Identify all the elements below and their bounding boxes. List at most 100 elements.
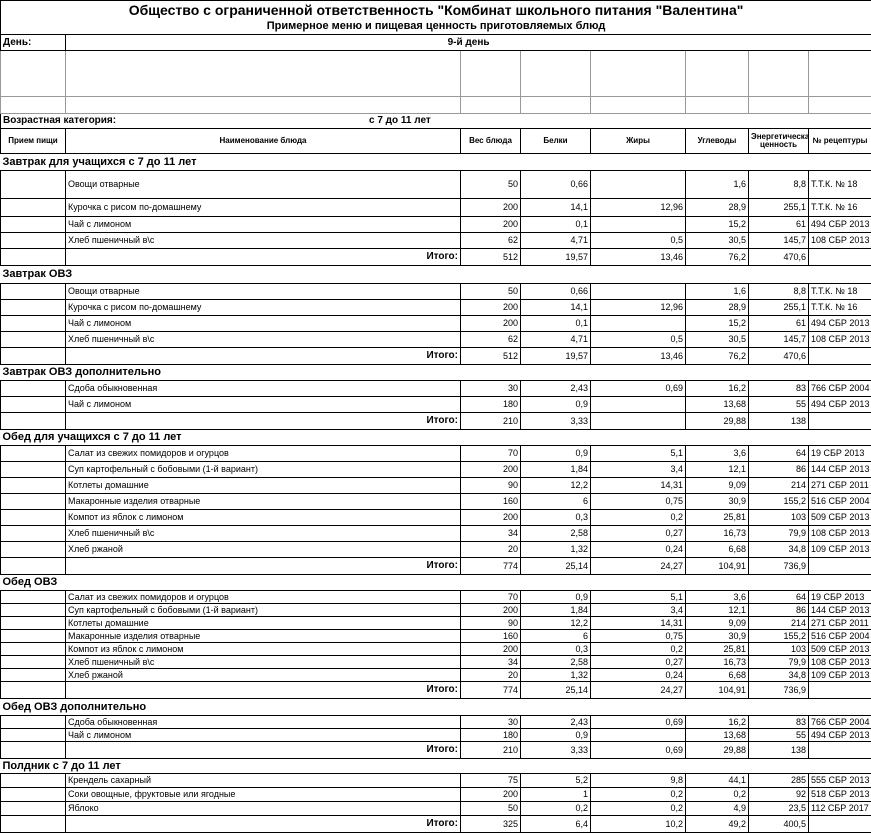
total-value: 736,9 [748,681,809,699]
dish-value: 12,1 [685,461,749,478]
dish-row: Салат из свежих помидоров и огурцов 70 0,9… [0,590,871,604]
dish-value: 200 [460,603,521,617]
column-header: № рецептуры [807,128,871,154]
dish-value: 16,2 [685,380,749,397]
meal-cell [0,642,66,656]
section-title: Завтрак ОВЗ дополнительно [0,364,871,381]
total-row: Итого: 325 6,4 10,2 49,2 400,5 [0,815,871,833]
dish-value: 28,9 [685,198,749,217]
dish-value: 3,4 [590,461,686,478]
dish-value: 25,81 [685,509,749,526]
dish-name: Суп картофельный с бобовыми (1-й вариант… [65,603,461,617]
dish-value: Т.Т.К. № 18 [807,170,871,199]
recipe-cell [807,681,871,699]
section-title: Обед ОВЗ дополнительно [0,698,871,716]
total-value: 10,2 [590,815,686,833]
section-row: Завтрак ОВЗ дополнительно [0,364,871,381]
dish-value: 214 [748,616,809,630]
dish-row: Сдоба обыкновенная 30 2,43 0,69 16,2 83 766 СБ… [0,380,871,397]
dish-value: 50 [460,170,521,199]
meal-cell [0,616,66,630]
total-value: 13,46 [590,347,686,365]
dish-value: 0,66 [520,170,591,199]
dish-value: 2,58 [520,525,591,542]
meal-cell [0,815,66,833]
dish-value: 14,1 [520,299,591,316]
dish-row: Хлеб пшеничный в\с 34 2,58 0,27 16,73 79,9 108… [0,525,871,542]
dish-name: Хлеб пшеничный в\с [65,525,461,542]
dish-row: Сдоба обыкновенная 30 2,43 0,69 16,2 83 766 СБ… [0,715,871,729]
total-value: 29,88 [685,412,749,430]
meal-cell [0,493,66,510]
dish-value: 70 [460,590,521,604]
dish-value: 13,68 [685,396,749,413]
dish-value: 34,8 [748,668,809,682]
dish-row: Котлеты домашние 90 12,2 14,31 9,09 214 271 СБ… [0,477,871,494]
dish-value: 6 [520,493,591,510]
dish-value: 103 [748,642,809,656]
dish-value: 180 [460,396,521,413]
dish-value: 109 СБР 2013 [807,541,871,558]
total-value: 0,69 [590,741,686,759]
section-title: Обед ОВЗ [0,574,871,591]
dish-name: Макаронные изделия отварные [65,629,461,643]
meal-cell [0,603,66,617]
dish-name: Чай с лимоном [65,396,461,413]
dish-row: Котлеты домашние 90 12,2 14,31 9,09 214 271 СБ… [0,616,871,630]
dish-value: 25,81 [685,642,749,656]
dish-name: Хлеб ржаной [65,668,461,682]
dish-value: 86 [748,461,809,478]
dish-row: Хлеб пшеничный в\с 62 4,71 0,5 30,5 145,7 108 … [0,232,871,249]
dish-value: 2,43 [520,715,591,729]
meal-cell [0,525,66,542]
meal-cell [0,801,66,816]
dish-row: Курочка с рисом по-домашнему 200 14,1 12,96… [0,299,871,316]
meal-cell [0,590,66,604]
dish-value: 255,1 [748,198,809,217]
dish-row: Хлеб пшеничный в\с 62 4,71 0,5 30,5 145,7 108 … [0,331,871,348]
dish-name: Овощи отварные [65,170,461,199]
dish-value: 70 [460,445,521,462]
dish-value: 494 СБР 2013 [807,728,871,742]
dish-name: Сдоба обыкновенная [65,380,461,397]
section-title: Обед для учащихся с 7 до 11 лет [0,429,871,446]
dish-value: 1,32 [520,668,591,682]
total-label: Итого: [65,815,461,833]
dish-value: 20 [460,541,521,558]
age-label: Возрастная категория: [3,115,117,126]
dish-value [590,728,686,742]
dish-value: 494 СБР 2013 [807,216,871,233]
dish-value: 3,4 [590,603,686,617]
dish-name: Котлеты домашние [65,616,461,630]
total-label: Итого: [65,248,461,266]
dish-value: 23,5 [748,801,809,816]
dish-value: 108 СБР 2013 [807,331,871,348]
dish-name: Хлеб ржаной [65,541,461,558]
dish-value: 0,27 [590,655,686,669]
column-header: Прием пищи [0,128,66,154]
dish-value: 90 [460,477,521,494]
total-value: 774 [460,681,521,699]
dish-value: 509 СБР 2013 [807,509,871,526]
dish-value: 1,84 [520,461,591,478]
dish-value: 0,75 [590,629,686,643]
meal-cell [0,315,66,332]
dish-value: 61 [748,216,809,233]
total-value: 24,27 [590,681,686,699]
dish-value: 144 СБР 2013 [807,461,871,478]
total-row: Итого: 774 25,14 24,27 104,91 736,9 [0,681,871,699]
day-label: День: [0,34,66,51]
dish-value: 160 [460,493,521,510]
total-value: 210 [460,412,521,430]
dish-value: 0,69 [590,715,686,729]
meal-cell [0,331,66,348]
dish-row: Соки овощные, фруктовые или ягодные 200 1 0… [0,787,871,802]
dish-value: 44,1 [685,773,749,788]
dish-value: 15,2 [685,315,749,332]
column-header: Вес блюда [460,128,521,154]
dish-value: 13,68 [685,728,749,742]
dish-value: 0,2 [590,787,686,802]
dish-name: Хлеб пшеничный в\с [65,655,461,669]
dish-value: 0,5 [590,331,686,348]
dish-value: 75 [460,773,521,788]
